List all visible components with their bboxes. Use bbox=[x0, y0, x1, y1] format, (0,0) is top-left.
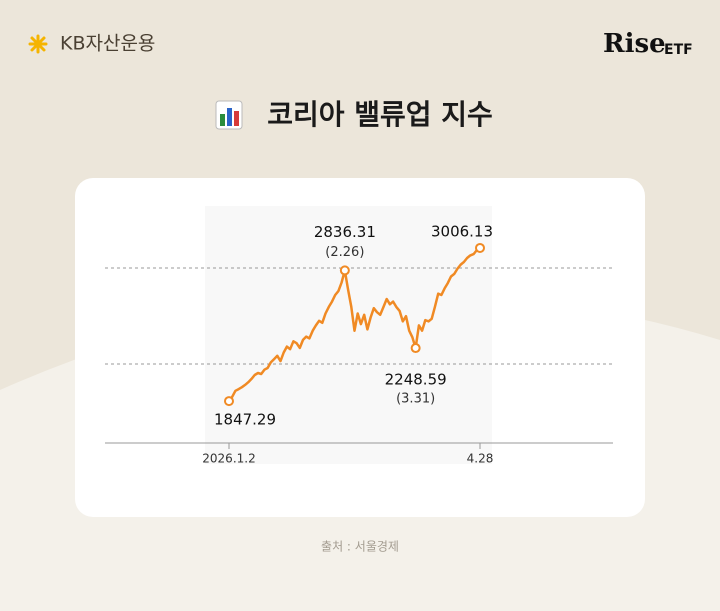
source: 출처 : 서울경제 bbox=[321, 540, 399, 554]
logo-suffix: ETF bbox=[664, 42, 693, 58]
x-tick-label: 4.28 bbox=[467, 452, 494, 466]
x-tick-label: 2026.1.2 bbox=[202, 452, 255, 466]
highlight-point bbox=[410, 343, 421, 354]
value-label: 3006.13 bbox=[431, 222, 493, 240]
kb-logo-icon bbox=[28, 34, 48, 54]
value-note: (3.31) bbox=[396, 392, 435, 407]
plot-area bbox=[205, 206, 492, 464]
title-icon bbox=[215, 100, 243, 130]
brand: KB자산운용 bbox=[60, 33, 155, 55]
chart-title: 코리아 밸류업 지수 bbox=[267, 98, 493, 131]
highlight-point bbox=[475, 242, 485, 253]
highlight-point bbox=[339, 265, 350, 276]
value-note: (2.26) bbox=[325, 245, 364, 260]
value-label: 1847.29 bbox=[214, 411, 276, 429]
line bbox=[227, 246, 481, 402]
logo: Rise bbox=[603, 29, 666, 59]
value-label: 2248.59 bbox=[385, 371, 447, 389]
highlight-point bbox=[224, 396, 234, 407]
value-label: 2836.31 bbox=[314, 223, 376, 241]
